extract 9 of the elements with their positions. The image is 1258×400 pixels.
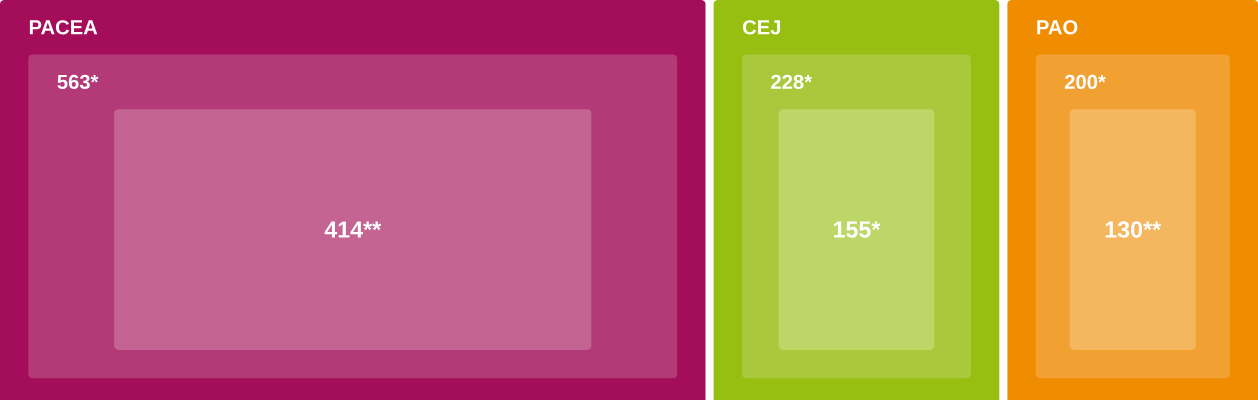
data-label: 130** bbox=[1105, 221, 1162, 238]
data-label: 155* bbox=[833, 221, 881, 238]
category-label: PACEA bbox=[29, 19, 98, 35]
category-label: CEJ bbox=[742, 19, 781, 35]
data-label: 414** bbox=[324, 221, 382, 238]
data-label: 228* bbox=[771, 74, 813, 89]
data-label: 200* bbox=[1064, 74, 1106, 89]
data-label: 563* bbox=[57, 74, 99, 89]
category-label: PAO bbox=[1037, 19, 1078, 35]
